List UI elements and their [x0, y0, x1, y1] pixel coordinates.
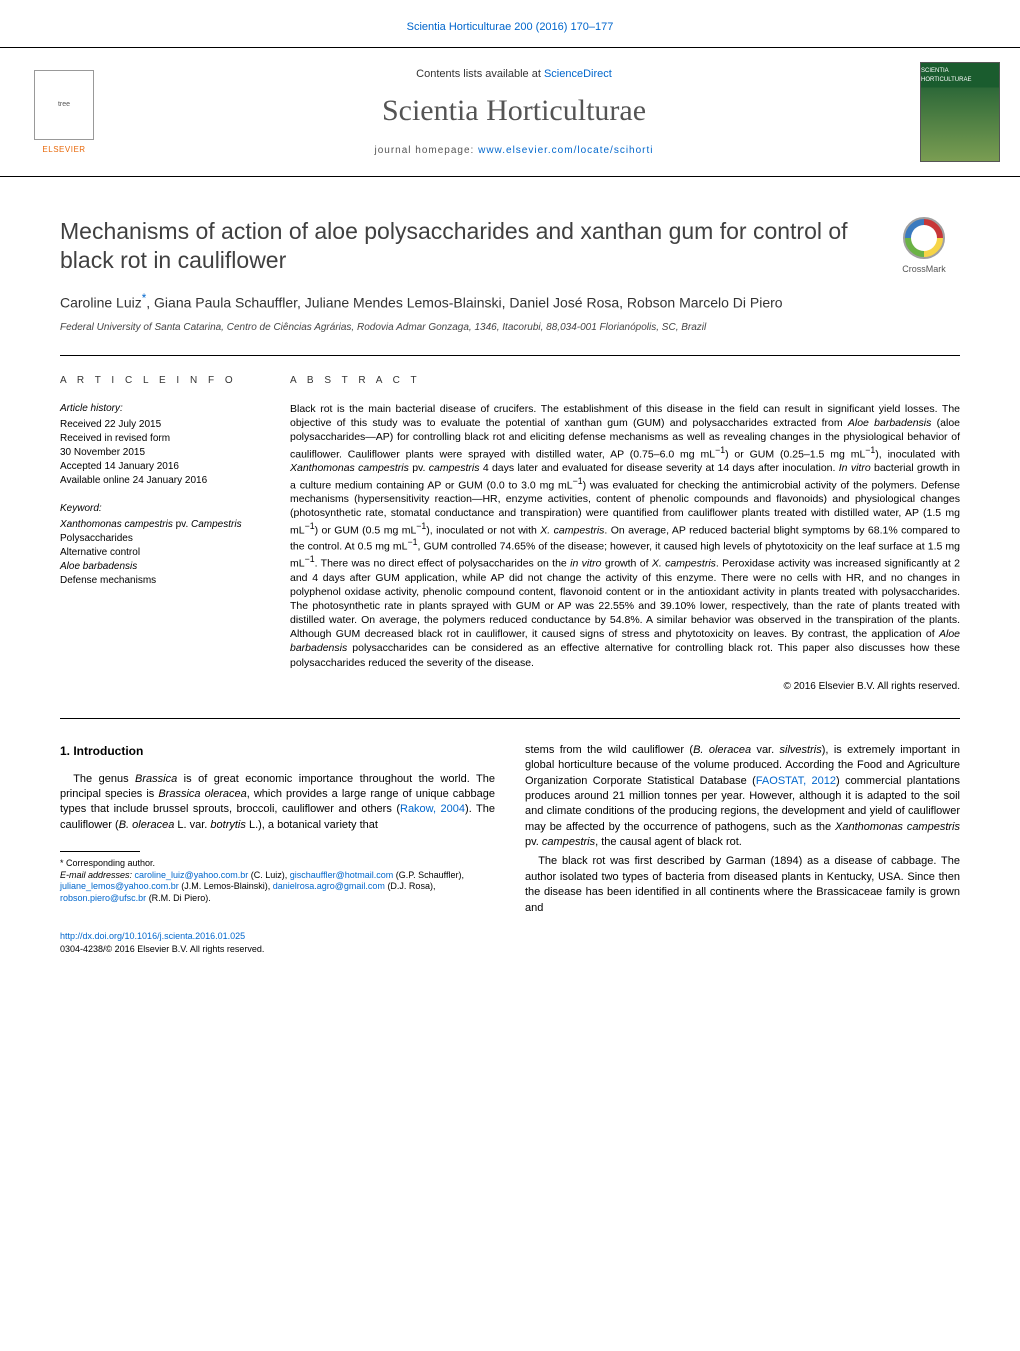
body-columns: 1. Introduction The genus Brassica is of… — [0, 719, 1020, 916]
keyword-line: Xanthomonas campestris pv. Campestris — [60, 518, 260, 532]
crossmark-badge[interactable]: CrossMark — [888, 217, 960, 276]
email-addresses: E-mail addresses: caroline_luiz@yahoo.co… — [60, 870, 495, 905]
intro-paragraph-1: The genus Brassica is of great economic … — [60, 772, 495, 834]
title-text-wrap: Mechanisms of action of aloe polysacchar… — [60, 217, 868, 335]
homepage-link[interactable]: www.elsevier.com/locate/scihorti — [478, 145, 653, 156]
history-line: Accepted 14 January 2016 — [60, 460, 260, 474]
history-line: 30 November 2015 — [60, 446, 260, 460]
journal-reference: Scientia Horticulturae 200 (2016) 170–17… — [0, 0, 1020, 47]
body-column-left: 1. Introduction The genus Brassica is of… — [60, 743, 495, 916]
history-label: Article history: — [60, 402, 260, 416]
intro-paragraph-1-cont: stems from the wild cauliflower (B. oler… — [525, 743, 960, 851]
elsevier-logo: tree ELSEVIER — [20, 62, 108, 162]
abstract-text: Black rot is the main bacterial disease … — [290, 402, 960, 670]
section-1-heading: 1. Introduction — [60, 743, 495, 760]
journal-name: Scientia Horticulturae — [108, 90, 920, 132]
article-info-column: a r t i c l e i n f o Article history: R… — [60, 374, 260, 694]
abstract-copyright: © 2016 Elsevier B.V. All rights reserved… — [290, 680, 960, 694]
article-title: Mechanisms of action of aloe polysacchar… — [60, 217, 868, 275]
abstract-column: a b s t r a c t Black rot is the main ba… — [290, 374, 960, 694]
journal-cover-thumbnail: SCIENTIA HORTICULTURAE — [920, 62, 1000, 162]
intro-paragraph-2: The black rot was first described by Gar… — [525, 854, 960, 916]
journal-reference-link[interactable]: Scientia Horticulturae 200 (2016) 170–17… — [407, 21, 614, 33]
header-center: Contents lists available at ScienceDirec… — [108, 67, 920, 158]
contents-prefix: Contents lists available at — [416, 68, 544, 80]
keyword-line: Polysaccharides — [60, 532, 260, 546]
authors-list: Caroline Luiz*, Giana Paula Schauffler, … — [60, 291, 868, 313]
contents-available-line: Contents lists available at ScienceDirec… — [108, 67, 920, 82]
info-abstract-row: a r t i c l e i n f o Article history: R… — [0, 356, 1020, 694]
keyword-line: Alternative control — [60, 546, 260, 560]
abstract-heading: a b s t r a c t — [290, 374, 960, 388]
crossmark-icon — [903, 217, 945, 259]
affiliation: Federal University of Santa Catarina, Ce… — [60, 321, 868, 335]
title-block: Mechanisms of action of aloe polysacchar… — [0, 177, 1020, 335]
history-list: Received 22 July 2015Received in revised… — [60, 418, 260, 488]
history-line: Received in revised form — [60, 432, 260, 446]
history-line: Received 22 July 2015 — [60, 418, 260, 432]
page-footer: http://dx.doi.org/10.1016/j.scienta.2016… — [0, 916, 1020, 979]
elsevier-label: ELSEVIER — [42, 144, 85, 155]
journal-header: tree ELSEVIER Contents lists available a… — [0, 47, 1020, 177]
email-label: E-mail addresses: — [60, 870, 135, 880]
footnote-rule — [60, 851, 140, 852]
keyword-label: Keyword: — [60, 502, 260, 516]
doi-link[interactable]: http://dx.doi.org/10.1016/j.scienta.2016… — [60, 931, 245, 941]
history-line: Available online 24 January 2016 — [60, 474, 260, 488]
elsevier-tree-icon: tree — [34, 70, 94, 140]
article-info-heading: a r t i c l e i n f o — [60, 374, 260, 388]
corr-author-label: * Corresponding author. — [60, 858, 495, 870]
keyword-line: Defense mechanisms — [60, 574, 260, 588]
keyword-list: Xanthomonas campestris pv. CampestrisPol… — [60, 518, 260, 588]
sciencedirect-link[interactable]: ScienceDirect — [544, 68, 612, 80]
homepage-prefix: journal homepage: — [374, 145, 478, 156]
cover-label: SCIENTIA HORTICULTURAE — [921, 67, 999, 84]
keyword-line: Aloe barbadensis — [60, 560, 260, 574]
corresponding-author-footnote: * Corresponding author. E-mail addresses… — [60, 858, 495, 905]
body-column-right: stems from the wild cauliflower (B. oler… — [525, 743, 960, 916]
crossmark-label: CrossMark — [902, 263, 946, 276]
journal-homepage-line: journal homepage: www.elsevier.com/locat… — [108, 144, 920, 158]
issn-copyright: 0304-4238/© 2016 Elsevier B.V. All right… — [60, 943, 960, 956]
